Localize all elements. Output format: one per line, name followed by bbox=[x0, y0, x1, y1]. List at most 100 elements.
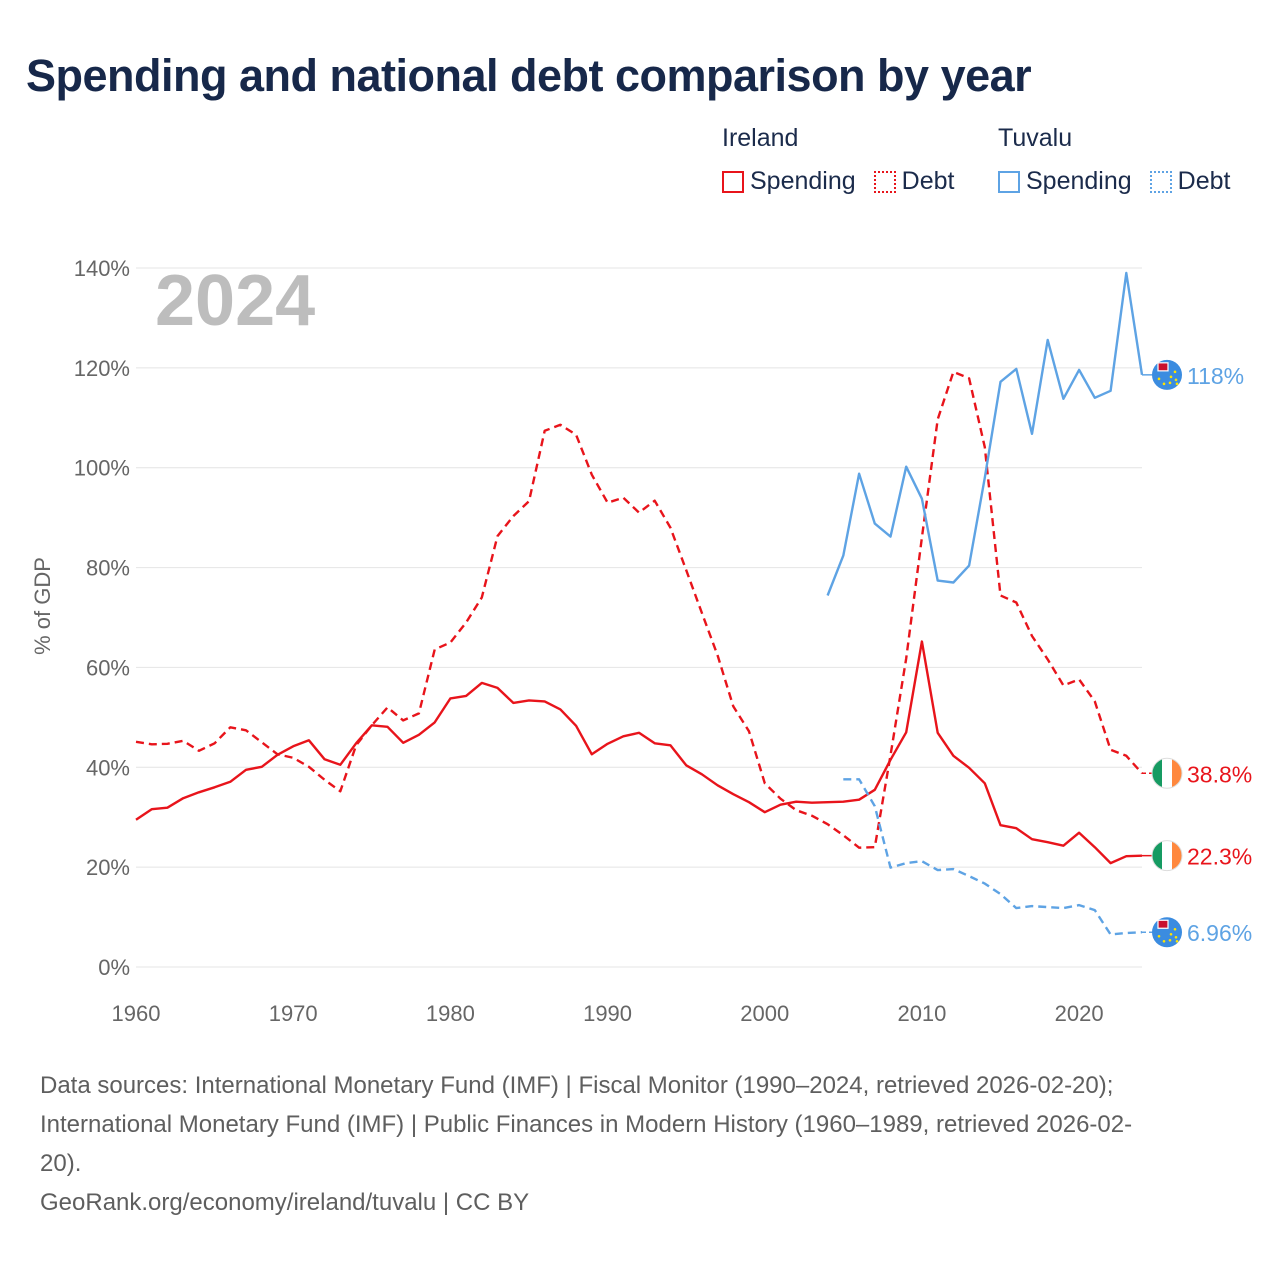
data-point bbox=[511, 701, 515, 705]
data-point bbox=[904, 730, 908, 734]
data-point bbox=[1093, 908, 1097, 912]
data-point bbox=[1030, 904, 1034, 908]
gridlines bbox=[136, 267, 1142, 968]
end-value-label: 6.96% bbox=[1187, 920, 1252, 946]
data-point bbox=[873, 788, 877, 792]
y-tick-label: 0% bbox=[98, 955, 130, 980]
data-point bbox=[999, 823, 1003, 827]
data-point bbox=[1077, 677, 1081, 681]
data-point bbox=[1046, 905, 1050, 909]
data-point bbox=[401, 718, 405, 722]
attribution-link[interactable]: GeoRank.org/economy/ireland/tuvalu | CC … bbox=[40, 1189, 530, 1216]
x-tick-label: 2010 bbox=[897, 1001, 946, 1026]
data-point bbox=[668, 526, 672, 530]
data-point bbox=[527, 698, 531, 702]
data-point bbox=[150, 807, 154, 811]
data-point bbox=[1109, 933, 1113, 937]
series-lines bbox=[135, 271, 1144, 937]
legend-ireland-debt[interactable]: Debt bbox=[873, 167, 954, 196]
data-point bbox=[606, 742, 610, 746]
series-line-ireland-debt bbox=[135, 370, 1143, 849]
year-label: 2024 bbox=[155, 261, 315, 341]
data-point bbox=[386, 725, 390, 729]
data-point bbox=[684, 568, 688, 572]
data-point bbox=[1077, 368, 1081, 372]
data-point bbox=[621, 496, 625, 500]
legend-tuvalu-debt[interactable]: Debt bbox=[1149, 167, 1230, 196]
data-point bbox=[511, 514, 515, 518]
data-point bbox=[417, 733, 421, 737]
data-point bbox=[920, 859, 924, 863]
x-tick-label: 2020 bbox=[1055, 1001, 1104, 1026]
data-point bbox=[904, 656, 908, 660]
data-point bbox=[841, 554, 845, 558]
data-point bbox=[496, 534, 500, 538]
data-point bbox=[951, 581, 955, 585]
data-point bbox=[1109, 861, 1113, 865]
data-point bbox=[386, 705, 390, 709]
y-tick-label: 120% bbox=[74, 356, 130, 381]
data-point bbox=[464, 694, 468, 698]
data-point bbox=[323, 778, 327, 782]
data-point bbox=[967, 766, 971, 770]
data-point bbox=[1077, 903, 1081, 907]
data-point bbox=[763, 781, 767, 785]
data-point bbox=[951, 370, 955, 374]
data-point bbox=[1124, 854, 1128, 858]
data-point bbox=[606, 501, 610, 505]
data-point bbox=[197, 749, 201, 753]
legend-ireland-spending[interactable]: Spending bbox=[722, 167, 856, 196]
data-point bbox=[480, 596, 484, 600]
data-point bbox=[857, 472, 861, 476]
tuvalu-flag-icon bbox=[1152, 917, 1182, 948]
end-value-label: 118% bbox=[1187, 363, 1244, 389]
y-tick-label: 100% bbox=[74, 456, 130, 481]
data-point bbox=[244, 768, 248, 772]
data-point bbox=[1093, 845, 1097, 849]
data-point bbox=[621, 734, 625, 738]
data-point bbox=[213, 741, 217, 745]
data-point bbox=[936, 579, 940, 583]
y-axis-label: % of GDP bbox=[30, 557, 55, 655]
data-point bbox=[1030, 634, 1034, 638]
data-point bbox=[700, 611, 704, 615]
data-point bbox=[496, 686, 500, 690]
data-point bbox=[590, 752, 594, 756]
ireland-flag-icon bbox=[1151, 757, 1183, 789]
data-point bbox=[354, 743, 358, 747]
data-point bbox=[716, 783, 720, 787]
data-point bbox=[401, 741, 405, 745]
data-point bbox=[433, 647, 437, 651]
data-point bbox=[1014, 601, 1018, 605]
data-point bbox=[841, 833, 845, 837]
data-point bbox=[1124, 271, 1128, 275]
legend-tuvalu-spending[interactable]: Spending bbox=[998, 167, 1132, 196]
data-point bbox=[637, 731, 641, 735]
data-point bbox=[370, 723, 374, 727]
data-point bbox=[826, 800, 830, 804]
data-point bbox=[527, 499, 531, 503]
data-point bbox=[1061, 397, 1065, 401]
chart-title: Spending and national debt comparison by… bbox=[26, 50, 1032, 101]
solid-line-swatch-icon bbox=[722, 170, 744, 193]
data-point bbox=[794, 808, 798, 812]
data-point bbox=[480, 681, 484, 685]
data-point bbox=[338, 763, 342, 767]
end-value-label: 38.8% bbox=[1187, 761, 1252, 787]
data-point bbox=[228, 725, 232, 729]
data-point bbox=[731, 704, 735, 708]
data-point bbox=[590, 473, 594, 477]
data-point bbox=[1014, 367, 1018, 371]
data-point bbox=[999, 594, 1003, 598]
y-tick-label: 20% bbox=[86, 855, 130, 880]
data-point bbox=[637, 511, 641, 515]
data-point bbox=[165, 806, 169, 810]
end-markers: 22.3% 38.8% 118% 6.96% bbox=[1142, 359, 1252, 948]
sources-line: 20). bbox=[40, 1150, 82, 1177]
data-point bbox=[574, 433, 578, 437]
legend-label: Spending bbox=[750, 167, 856, 195]
data-point bbox=[1014, 826, 1018, 830]
data-point bbox=[260, 765, 264, 769]
data-point bbox=[1014, 906, 1018, 910]
y-tick-label: 40% bbox=[86, 755, 130, 780]
